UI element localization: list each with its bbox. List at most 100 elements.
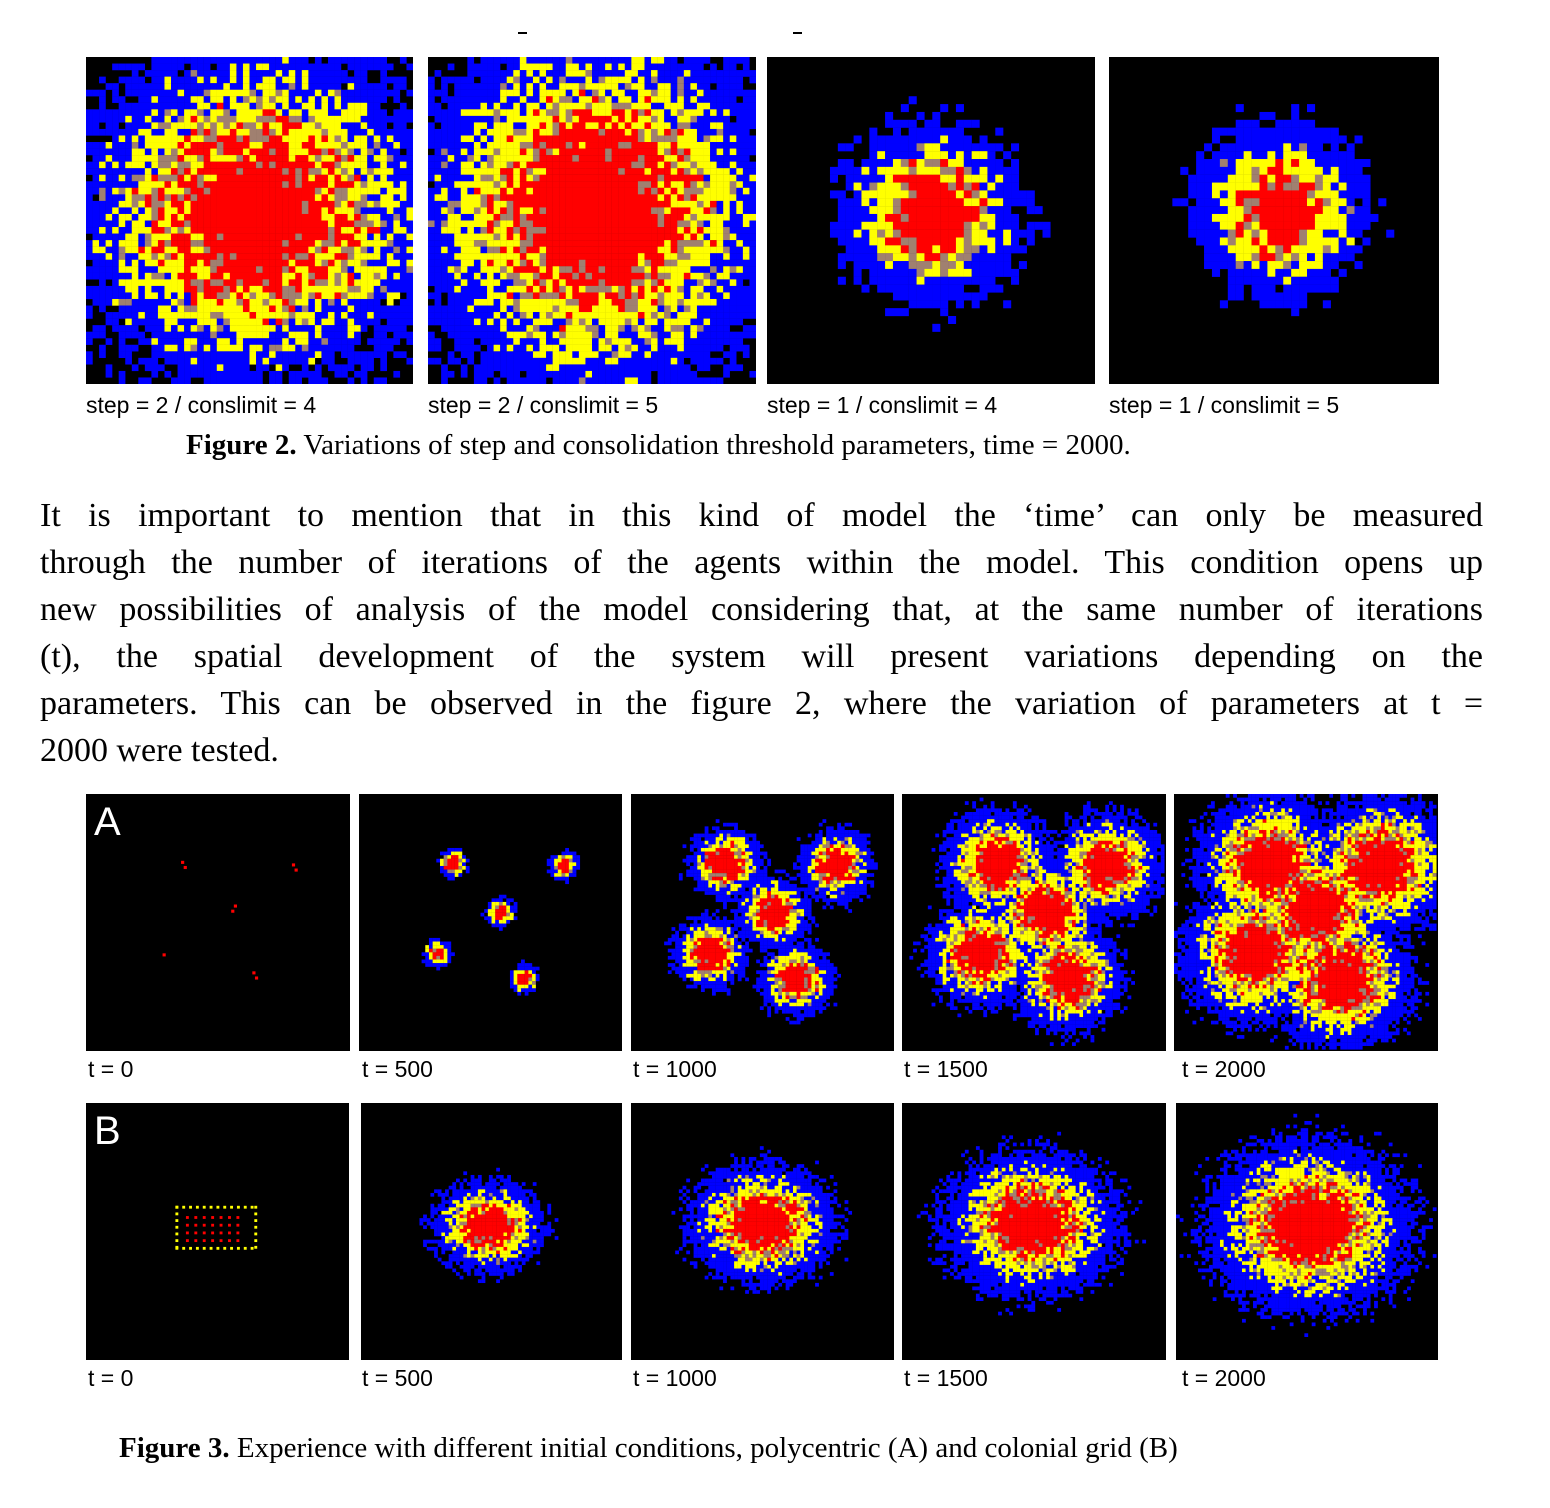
sim-cell xyxy=(493,181,501,188)
sim-cell xyxy=(249,246,257,254)
sim-cell xyxy=(92,285,100,293)
sim-cell xyxy=(631,227,639,234)
sim-cell xyxy=(308,351,316,359)
sim-cell xyxy=(275,364,283,372)
sim-cell xyxy=(236,253,244,260)
sim-cell xyxy=(467,312,475,319)
sim-cell xyxy=(373,148,381,156)
sim-cell xyxy=(242,194,250,202)
sim-cell xyxy=(386,233,394,241)
sim-cell xyxy=(301,331,309,339)
sim-cell xyxy=(210,213,217,221)
sim-cell xyxy=(151,148,159,156)
sim-cell xyxy=(742,155,750,162)
sim-cell xyxy=(677,325,685,332)
sim-cell xyxy=(467,187,475,195)
sim-cell xyxy=(565,253,573,260)
sim-cell xyxy=(367,227,374,234)
sim-cell xyxy=(399,351,407,359)
sim-cell xyxy=(138,89,146,97)
sim-cell xyxy=(605,318,612,326)
sim-cell xyxy=(275,312,283,319)
sim-cell xyxy=(447,272,455,280)
sim-cell xyxy=(908,253,917,262)
sim-cell xyxy=(347,187,355,195)
sim-cell xyxy=(696,213,704,221)
sim-cell xyxy=(539,305,547,313)
sim-cell xyxy=(703,181,711,188)
sim-cell xyxy=(513,187,521,195)
sim-cell xyxy=(151,115,159,123)
sim-cell xyxy=(546,220,553,228)
sim-cell xyxy=(334,122,342,130)
sim-cell xyxy=(559,285,566,293)
sim-cell xyxy=(690,377,698,384)
sim-cell xyxy=(578,357,586,365)
sim-cell xyxy=(526,298,534,306)
sim-cell xyxy=(710,357,717,365)
sim-cell xyxy=(447,246,455,254)
sim-cell xyxy=(526,377,534,384)
sim-cell xyxy=(434,174,442,182)
sim-cell xyxy=(171,227,178,234)
sim-cell xyxy=(406,213,413,221)
sim-cell xyxy=(288,370,296,378)
sim-cell xyxy=(223,63,231,71)
sim-cell xyxy=(703,227,711,234)
sim-cell xyxy=(467,227,475,234)
sim-cell xyxy=(380,312,388,319)
sim-cell xyxy=(683,148,691,156)
sim-cell xyxy=(216,155,224,162)
sim-cell xyxy=(295,135,302,143)
sim-cell xyxy=(321,279,329,287)
sim-cell xyxy=(386,312,394,319)
sim-cell xyxy=(347,122,355,130)
sim-cell xyxy=(367,96,374,103)
sim-cell xyxy=(467,135,475,143)
sim-cell xyxy=(605,351,612,359)
sim-cell xyxy=(347,155,355,162)
sim-cell xyxy=(690,115,698,123)
sim-cell xyxy=(900,261,909,270)
sim-cell xyxy=(565,128,573,136)
sim-cell xyxy=(131,227,139,234)
sim-cell xyxy=(637,220,645,228)
sim-cell xyxy=(301,318,309,326)
sim-cell xyxy=(869,159,878,168)
sim-cell xyxy=(203,109,211,117)
sim-cell xyxy=(493,168,501,175)
sim-cell xyxy=(282,168,289,175)
sim-cell xyxy=(948,151,957,160)
sim-cell xyxy=(341,370,348,378)
sim-cell xyxy=(454,233,461,241)
sim-cell xyxy=(532,220,540,228)
sim-cell xyxy=(223,96,231,103)
sim-cell xyxy=(480,142,488,149)
sim-cell xyxy=(670,155,678,162)
sim-cell xyxy=(559,200,566,208)
sim-cell xyxy=(360,155,368,162)
sim-cell xyxy=(467,325,475,332)
sim-cell xyxy=(216,168,224,175)
sim-cell xyxy=(749,259,756,267)
sim-cell xyxy=(177,227,185,234)
sim-cell xyxy=(262,128,270,136)
sim-cell xyxy=(177,246,185,254)
sim-cell xyxy=(552,135,560,143)
sim-cell xyxy=(197,109,204,117)
sim-cell xyxy=(373,174,381,182)
sim-cell xyxy=(519,357,527,365)
sim-cell xyxy=(480,227,488,234)
sim-cell xyxy=(216,89,224,97)
sim-cell xyxy=(637,70,645,77)
sim-cell xyxy=(190,298,198,306)
sim-cell xyxy=(618,115,625,123)
sim-cell xyxy=(657,259,665,267)
sim-cell xyxy=(256,155,263,162)
sim-cell xyxy=(256,220,263,228)
sim-cell xyxy=(216,279,224,287)
sim-cell xyxy=(428,96,435,103)
sim-cell xyxy=(598,207,606,215)
sim-cell xyxy=(742,89,750,97)
sim-cell xyxy=(373,344,381,352)
